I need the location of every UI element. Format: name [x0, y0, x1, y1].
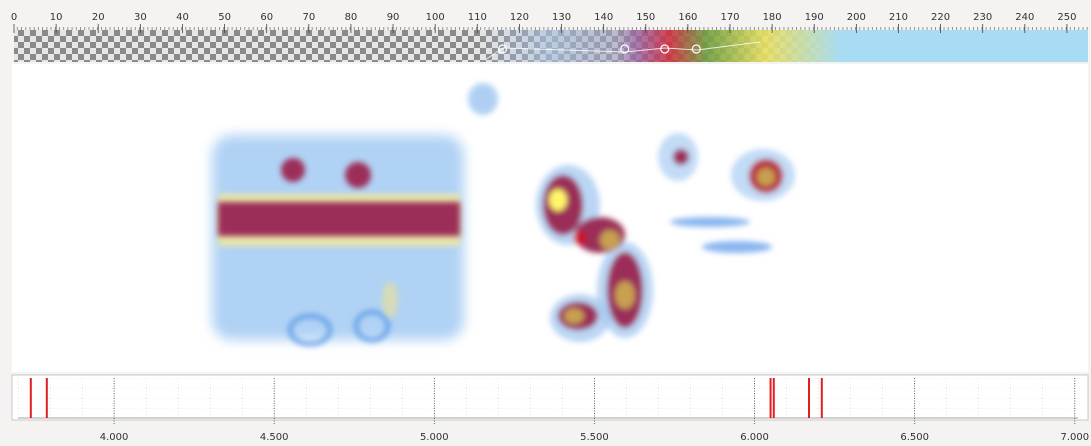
ruler-label: 80 — [345, 12, 358, 23]
ruler-label: 240 — [1015, 12, 1034, 23]
ruler-label: 150 — [636, 12, 655, 23]
ruler-label: 10 — [50, 12, 63, 23]
ruler-label: 40 — [176, 12, 189, 23]
ruler-label: 110 — [468, 12, 487, 23]
ruler-label: 70 — [302, 12, 315, 23]
ruler-minor-ticks — [14, 27, 1088, 33]
ruler-label: 120 — [510, 12, 529, 23]
timeline-label: 5.000 — [420, 432, 449, 443]
timeline-label: 6.000 — [740, 432, 769, 443]
ruler-label: 20 — [92, 12, 105, 23]
colormap — [14, 30, 1088, 62]
timeline-label: 6.500 — [900, 432, 929, 443]
ruler-label: 230 — [973, 12, 992, 23]
timeline-label: 4.500 — [260, 432, 289, 443]
ruler-label: 180 — [763, 12, 782, 23]
timeline-label: 7.000 — [1060, 432, 1089, 443]
timeline-label: 5.500 — [580, 432, 609, 443]
ruler-label: 90 — [387, 12, 400, 23]
ruler-label: 100 — [426, 12, 445, 23]
ruler-label: 0 — [11, 12, 17, 23]
ruler-label: 60 — [260, 12, 273, 23]
ruler-label: 160 — [678, 12, 697, 23]
ruler-label: 220 — [931, 12, 950, 23]
ruler-label: 210 — [889, 12, 908, 23]
ruler-label: 30 — [134, 12, 147, 23]
ruler-label: 250 — [1057, 12, 1076, 23]
ruler-label: 170 — [720, 12, 739, 23]
ruler-label: 190 — [805, 12, 824, 23]
ruler-label: 200 — [847, 12, 866, 23]
ruler-label: 130 — [552, 12, 571, 23]
timeline-minor-grid — [18, 378, 1078, 418]
ruler-label: 50 — [218, 12, 231, 23]
ruler-label: 140 — [594, 12, 613, 23]
transfer-function-editor: 0 10 20 30 40 50 60 70 80 90 100 110 120 130 140 150 160… — [0, 0, 1091, 446]
timeline-label: 4.000 — [100, 432, 129, 443]
